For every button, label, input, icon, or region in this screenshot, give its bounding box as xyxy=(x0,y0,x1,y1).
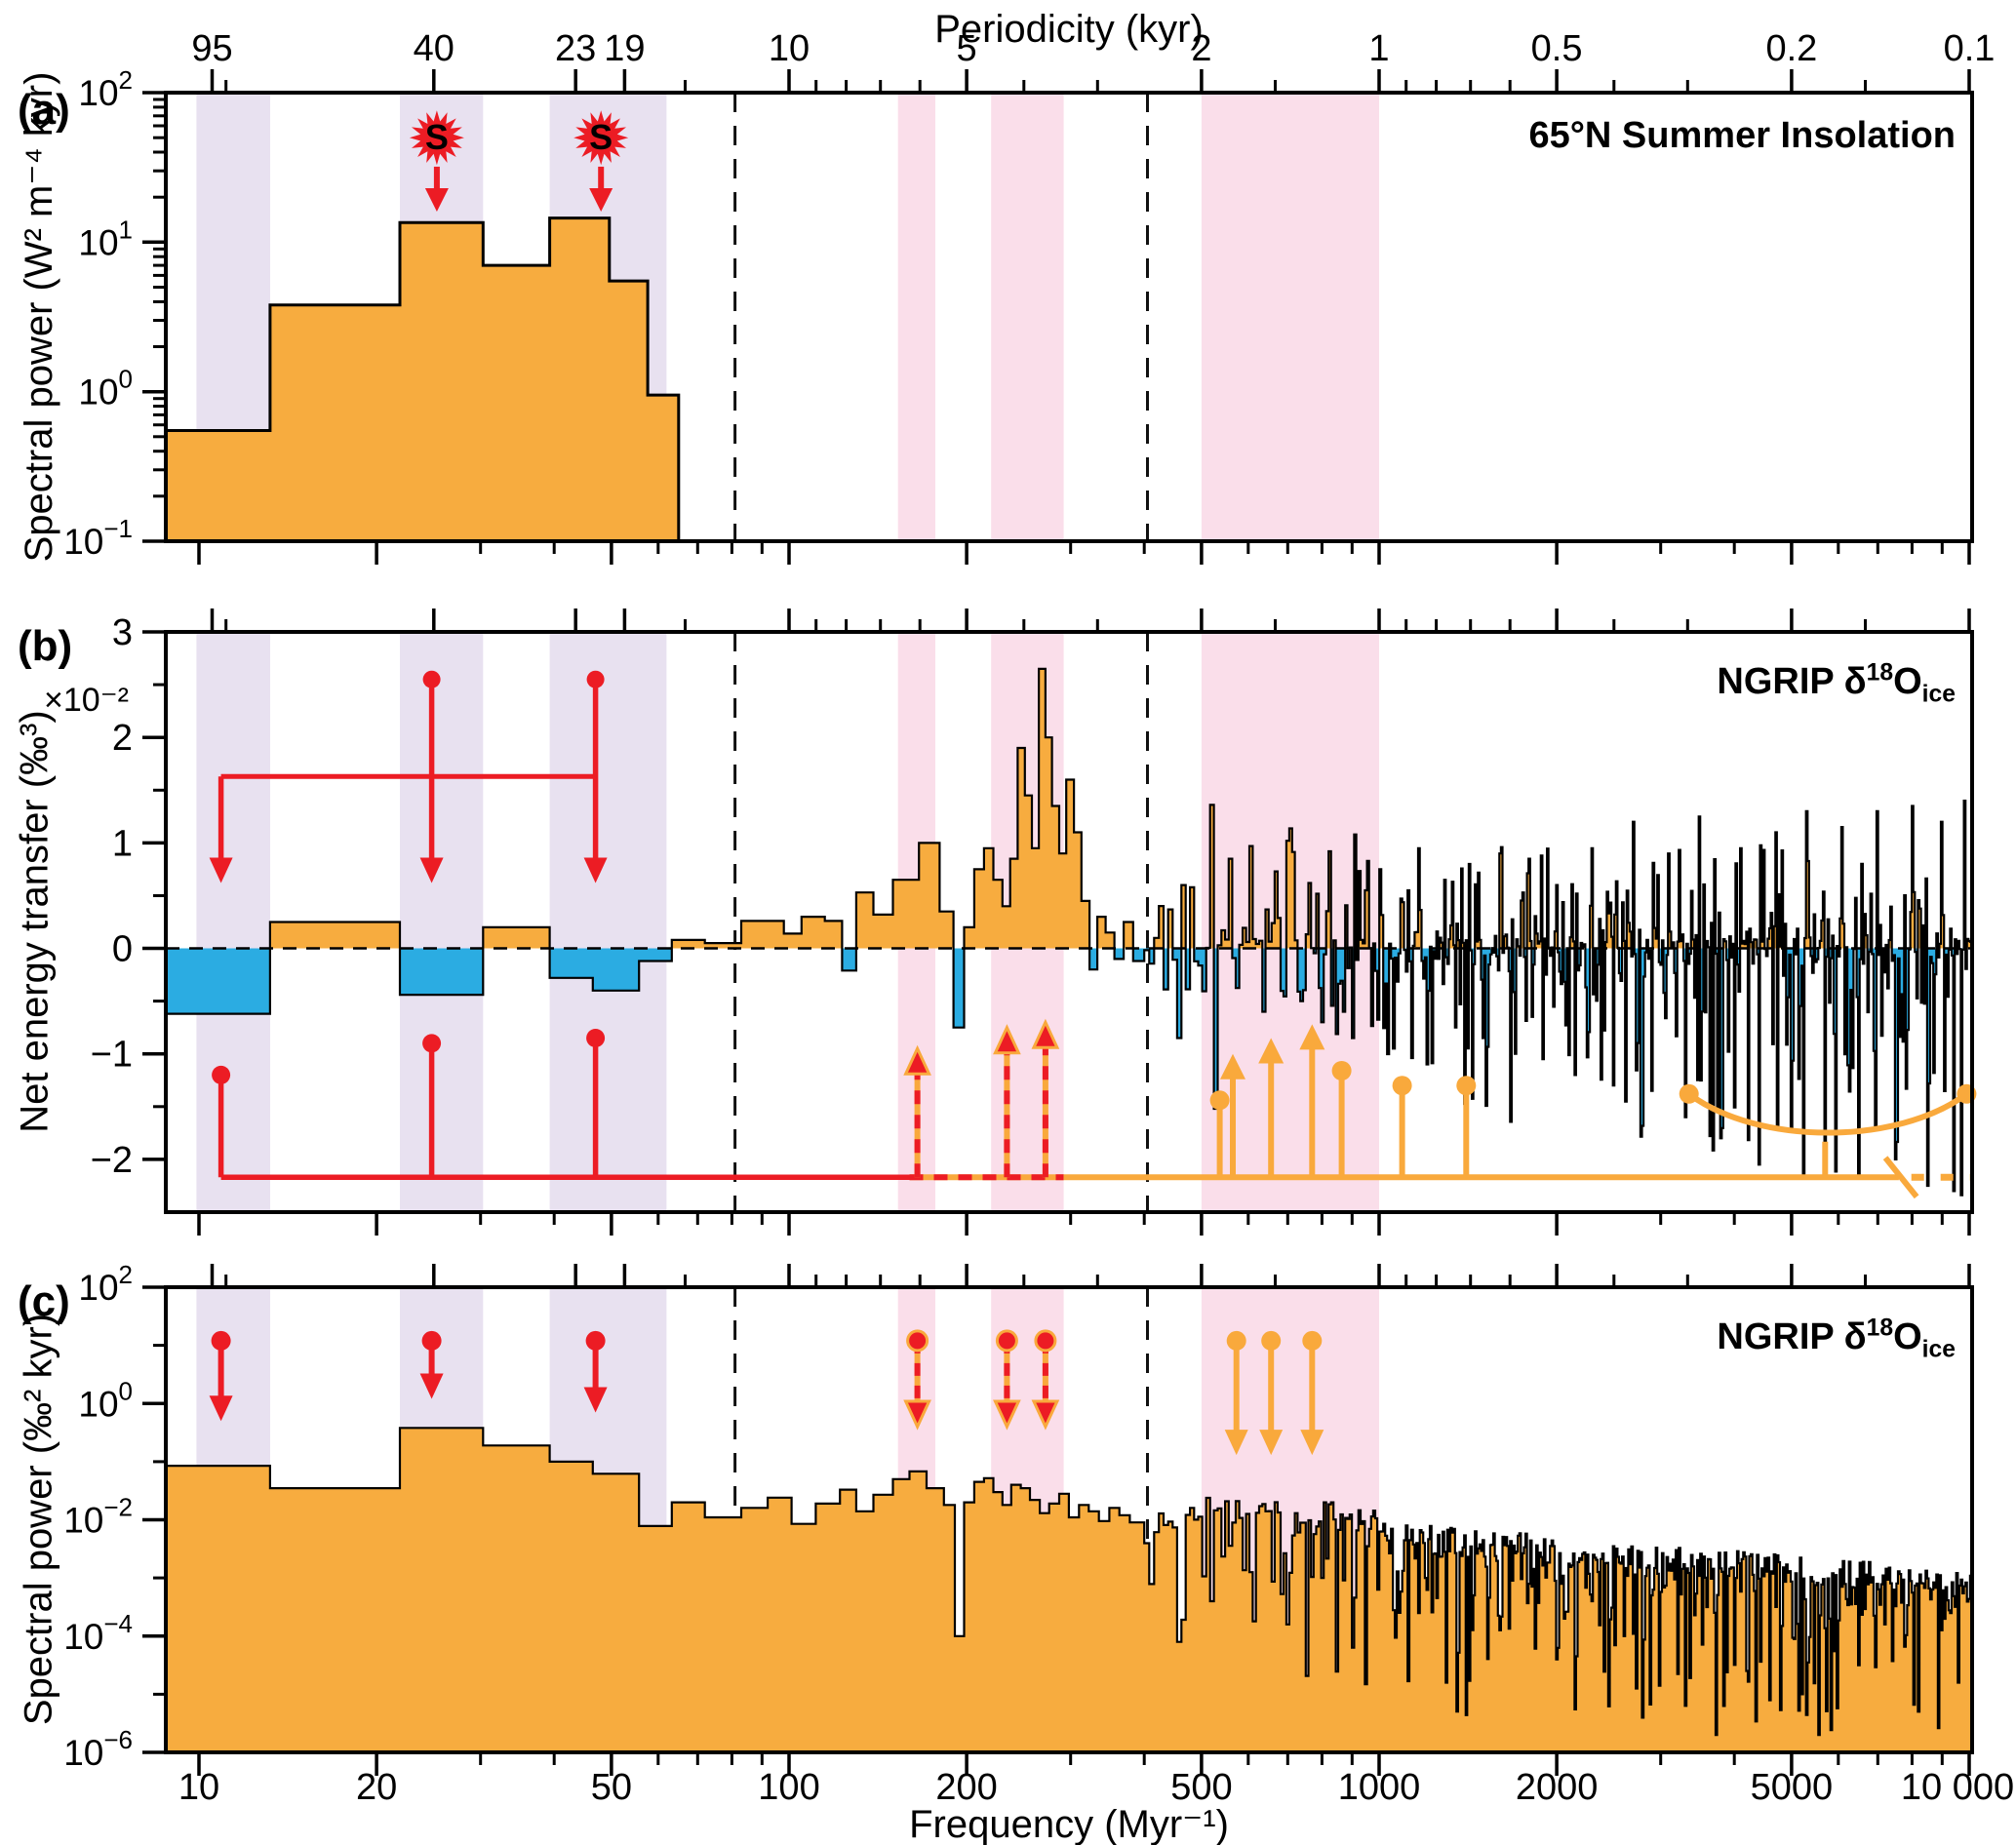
panel-b-axes xyxy=(164,608,1974,1236)
svg-text:40: 40 xyxy=(414,28,455,69)
panel-a-title: 65°N Summer Insolation xyxy=(1528,115,1956,156)
panel-c-histogram xyxy=(165,1427,1973,1752)
svg-text:0.1: 0.1 xyxy=(1944,28,1996,69)
panel-c-yaxis: 102 100 10−2 10−4 10−6 xyxy=(63,1260,166,1773)
svg-text:0.5: 0.5 xyxy=(1531,28,1583,69)
panel-b-annotations xyxy=(209,670,1977,1199)
svg-text:−1: −1 xyxy=(91,1035,133,1076)
svg-text:1: 1 xyxy=(112,823,133,864)
svg-text:2: 2 xyxy=(1191,28,1211,69)
svg-text:10−1: 10−1 xyxy=(63,514,133,562)
top-axis-label: Periodicity (kyr) xyxy=(934,8,1204,51)
panel-b-title: NGRIP δ18Oice xyxy=(1717,659,1956,708)
svg-text:100: 100 xyxy=(78,1376,133,1424)
svg-text:23: 23 xyxy=(555,28,596,69)
panel-c-letter: (c) xyxy=(18,1277,70,1325)
svg-text:0: 0 xyxy=(112,929,133,970)
svg-text:95: 95 xyxy=(191,28,232,69)
svg-text:1000: 1000 xyxy=(1338,1767,1421,1808)
panel-c-ylabel: Spectral power (‰² kyr) xyxy=(17,1313,60,1726)
svg-text:5000: 5000 xyxy=(1751,1767,1834,1808)
svg-text:10 000: 10 000 xyxy=(1901,1767,2014,1808)
svg-text:−2: −2 xyxy=(91,1140,133,1181)
svg-text:1: 1 xyxy=(1368,28,1389,69)
svg-text:10: 10 xyxy=(178,1767,219,1808)
svg-text:20: 20 xyxy=(356,1767,397,1808)
svg-text:102: 102 xyxy=(78,65,133,113)
svg-text:10−6: 10−6 xyxy=(63,1725,133,1773)
svg-text:2: 2 xyxy=(112,718,133,759)
panel-b-scale-factor: ×10⁻² xyxy=(44,682,129,719)
panel-b-ylabel: Net energy transfer (‰³) xyxy=(13,710,57,1133)
svg-text:5: 5 xyxy=(957,28,977,69)
panel-a-letter: (a) xyxy=(18,86,70,134)
panel-a-histogram xyxy=(164,216,681,541)
svg-text:102: 102 xyxy=(78,1260,133,1308)
panel-b-yaxis: 3 2 1 0 −1 −2 xyxy=(91,612,166,1181)
panel-b-letter: (b) xyxy=(18,622,73,670)
panel-a-yaxis: 102 101 100 10−1 xyxy=(63,65,166,562)
panel-a-ylabel: Spectral power (W² m⁻⁴ kyr) xyxy=(18,71,60,563)
svg-text:50: 50 xyxy=(591,1767,632,1808)
svg-text:100: 100 xyxy=(78,365,133,412)
svg-text:19: 19 xyxy=(604,28,645,69)
svg-text:S: S xyxy=(589,117,613,157)
panel-a-axes xyxy=(164,69,1974,565)
svg-text:S: S xyxy=(425,117,449,157)
svg-text:10: 10 xyxy=(769,28,810,69)
panel-b-histogram xyxy=(165,667,1973,1197)
panel-c-title: NGRIP δ18Oice xyxy=(1717,1315,1956,1363)
svg-text:100: 100 xyxy=(758,1767,819,1808)
svg-text:10−4: 10−4 xyxy=(63,1609,133,1657)
svg-text:0.2: 0.2 xyxy=(1765,28,1817,69)
panel-c-annotations xyxy=(209,1329,1324,1456)
svg-text:500: 500 xyxy=(1170,1767,1232,1808)
svg-text:101: 101 xyxy=(78,215,133,262)
bottom-axis-label: Frequency (Myr⁻¹) xyxy=(909,1803,1229,1845)
svg-text:3: 3 xyxy=(112,612,133,653)
svg-text:2000: 2000 xyxy=(1516,1767,1599,1808)
svg-text:10−2: 10−2 xyxy=(63,1493,133,1541)
svg-text:200: 200 xyxy=(935,1767,997,1808)
